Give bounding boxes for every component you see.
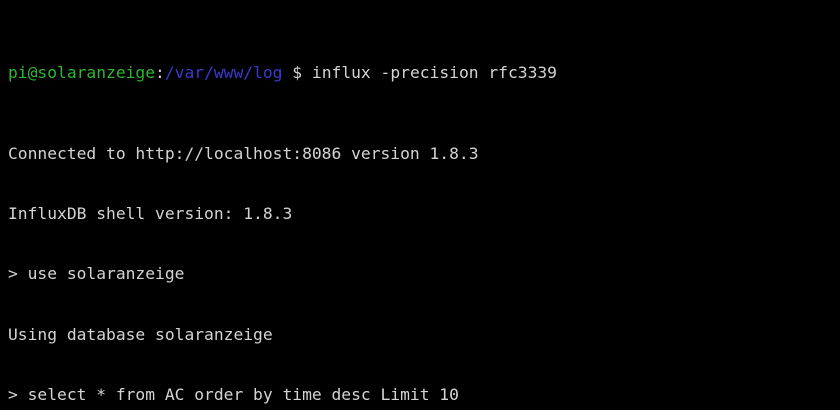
shell-command: influx -precision rfc3339	[311, 63, 557, 83]
prompt-colon: :	[155, 63, 165, 83]
shell-prompt-line: pi@solaranzeige:/var/www/log $ influx -p…	[8, 63, 840, 83]
prompt-dollar: $	[282, 63, 312, 83]
output-shell-version: InfluxDB shell version: 1.8.3	[8, 203, 293, 223]
influx-select-command: > select * from AC order by time desc Li…	[8, 384, 459, 404]
prompt-user-host: pi@solaranzeige	[8, 63, 156, 83]
prompt-path: /var/www/log	[164, 63, 283, 83]
output-connected: Connected to http://localhost:8086 versi…	[8, 143, 479, 163]
output-using-database: Using database solaranzeige	[8, 324, 273, 344]
influx-use-command: > use solaranzeige	[8, 264, 185, 284]
